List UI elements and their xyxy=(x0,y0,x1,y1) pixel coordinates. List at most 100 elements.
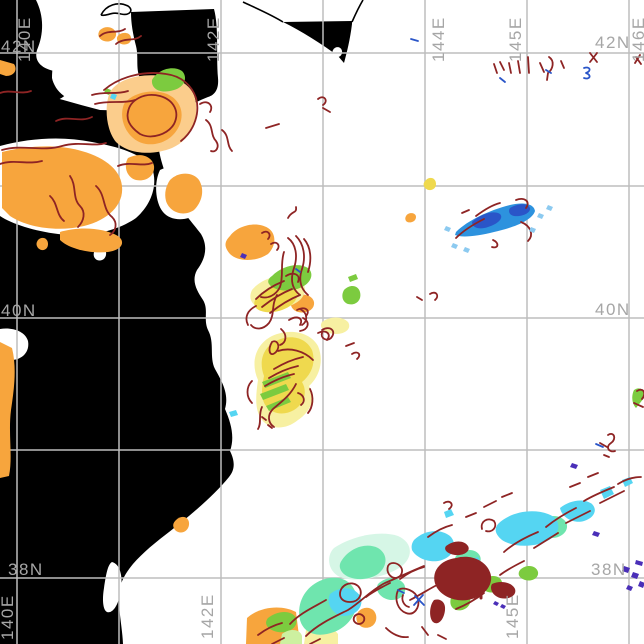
data-patch-cyan xyxy=(411,531,455,562)
data-patch-green xyxy=(518,566,539,581)
contour-line xyxy=(480,518,497,533)
contour-line xyxy=(599,433,616,458)
contour-line xyxy=(268,383,297,428)
data-patch-green_pale xyxy=(280,630,302,644)
contour-line xyxy=(69,175,85,228)
data-patch-orange xyxy=(36,237,48,251)
contour-line xyxy=(261,230,280,251)
data-mark-purple xyxy=(626,585,633,591)
contour-line xyxy=(386,562,403,579)
data-patch-blue_dark xyxy=(509,204,531,217)
coastline-layer xyxy=(100,0,364,23)
data-mark-blue_dark xyxy=(583,66,591,80)
data-patch-cyan xyxy=(495,511,559,546)
water-body xyxy=(332,47,343,58)
mark-layer xyxy=(240,205,644,624)
contour-line xyxy=(0,160,43,165)
longitude-label: 144E xyxy=(429,16,448,62)
data-mark-purple xyxy=(638,581,644,588)
latitude-label: 40N xyxy=(595,300,631,319)
contour-line xyxy=(461,209,499,249)
data-patch-blue_dark xyxy=(472,212,502,229)
contour-line xyxy=(257,406,263,430)
contour-line xyxy=(295,235,309,296)
data-patch-orange xyxy=(165,173,203,214)
longitude-label: 145E xyxy=(503,593,522,639)
data-mark-contour xyxy=(434,556,492,601)
data-mark-purple xyxy=(240,253,247,259)
contour-line xyxy=(264,356,304,387)
data-mark-contour xyxy=(445,541,469,556)
data-mark-blue_dark xyxy=(499,69,552,83)
data-mark-blue_dark xyxy=(413,594,425,606)
longitude-label: 140E xyxy=(15,16,34,62)
data-mark-blue_light xyxy=(537,213,544,219)
latitude-label: 42N xyxy=(595,33,631,52)
longitude-label: 142E xyxy=(204,16,223,62)
contour-line xyxy=(565,490,625,524)
contour-line xyxy=(303,238,312,273)
contour-line xyxy=(385,626,447,640)
data-mark-blue_light xyxy=(451,243,458,249)
longitude-label: 145E xyxy=(506,16,525,62)
data-patch-orange xyxy=(98,27,117,42)
longitude-label: 146E xyxy=(629,16,644,62)
data-mark-contour xyxy=(490,581,516,599)
contour-line xyxy=(257,622,321,644)
longitude-label: 140E xyxy=(0,594,17,640)
data-mark-purple xyxy=(631,572,639,579)
contour-line xyxy=(455,202,501,239)
contour-line xyxy=(268,340,280,355)
contour-line xyxy=(287,206,298,219)
coastline xyxy=(242,1,284,23)
contour-line xyxy=(443,472,599,510)
contour-line xyxy=(277,348,314,361)
data-patch-yellow_pale xyxy=(320,317,350,334)
data-patch-green xyxy=(348,274,358,282)
contour-line xyxy=(255,280,301,314)
data-patch-green xyxy=(266,612,297,633)
latitude-label: 38N xyxy=(8,560,44,579)
contour-line xyxy=(339,582,362,603)
data-patch-cyan xyxy=(444,509,454,518)
data-patch-yellow xyxy=(423,177,436,191)
contour-line xyxy=(279,328,287,346)
contour-line xyxy=(299,308,308,326)
contour-line xyxy=(261,416,273,429)
data-mark-blue_dark xyxy=(295,268,301,273)
contour-line xyxy=(55,116,93,122)
data-mark-blue_dark xyxy=(410,38,419,42)
data-patch-orange xyxy=(173,516,190,533)
contour-line xyxy=(199,101,219,153)
contour-line xyxy=(95,185,117,236)
patch-layer xyxy=(0,27,644,644)
coastline xyxy=(351,0,364,23)
longitude-label: 142E xyxy=(198,593,217,639)
data-patch-green xyxy=(260,384,289,400)
contour-line xyxy=(427,492,513,538)
data-patch-orange xyxy=(60,228,123,253)
contour-line xyxy=(296,307,309,332)
contour-line xyxy=(345,342,361,360)
contour-line xyxy=(297,388,314,414)
data-patch-orange xyxy=(0,60,16,76)
data-patch-orange xyxy=(2,146,123,229)
contour-line xyxy=(49,195,65,222)
contour-line xyxy=(320,327,335,341)
data-patch-cyan xyxy=(560,500,595,522)
contour-line xyxy=(126,94,178,138)
contour-line xyxy=(493,56,545,74)
contour-line xyxy=(499,532,559,576)
data-patch-cyan xyxy=(229,410,238,417)
water-body xyxy=(103,562,122,613)
latitude-label: 42N xyxy=(1,37,37,56)
contour-line xyxy=(317,96,331,113)
contour-line xyxy=(265,123,280,129)
contour-line xyxy=(1,142,107,151)
contour-line xyxy=(91,90,136,105)
data-mark-purple xyxy=(493,601,499,606)
coastline xyxy=(100,3,132,17)
contour-line xyxy=(289,599,327,625)
